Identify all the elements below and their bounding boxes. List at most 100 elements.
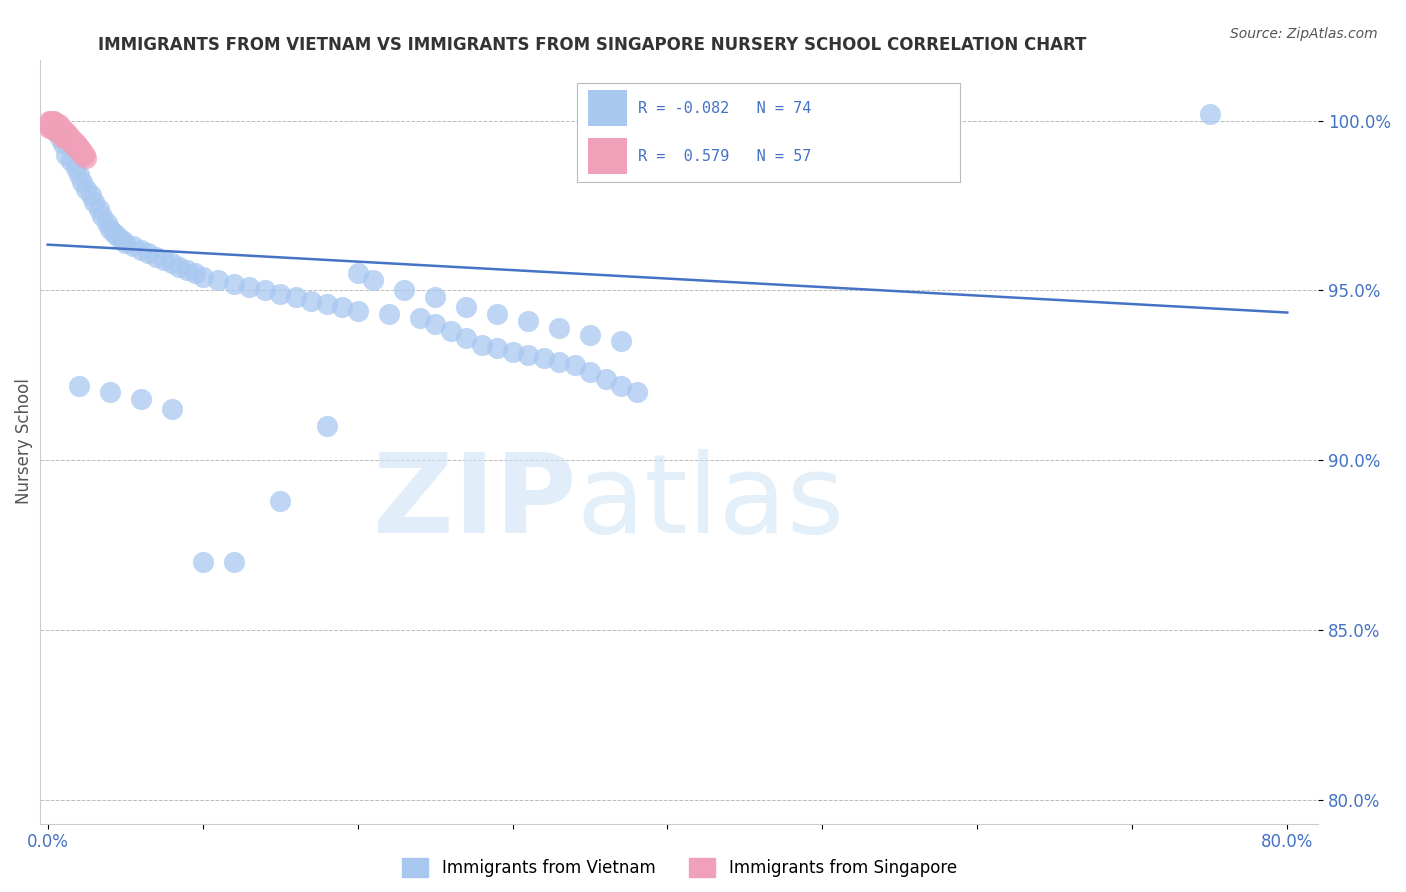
Point <box>176 263 198 277</box>
Point <box>377 307 399 321</box>
Point <box>346 303 368 318</box>
Point <box>87 202 110 216</box>
Point <box>53 128 76 142</box>
Point <box>52 137 75 152</box>
Point <box>160 402 183 417</box>
Point <box>55 147 77 161</box>
Point <box>46 117 69 131</box>
Point <box>222 555 245 569</box>
Point <box>55 130 77 145</box>
Point <box>346 267 368 281</box>
Point <box>207 273 229 287</box>
Point <box>65 137 87 152</box>
Point <box>564 358 586 372</box>
Point <box>42 113 65 128</box>
Point <box>49 120 72 135</box>
Point <box>517 348 540 362</box>
Point <box>38 120 60 135</box>
Point <box>107 229 129 244</box>
Text: ZIP: ZIP <box>374 450 576 557</box>
Point <box>129 243 152 257</box>
Point <box>48 124 70 138</box>
Point <box>129 392 152 406</box>
Point <box>69 145 91 159</box>
Point <box>55 128 77 142</box>
Point <box>361 273 384 287</box>
Point <box>90 209 112 223</box>
Point <box>42 117 65 131</box>
Point <box>269 286 291 301</box>
Point <box>58 130 80 145</box>
Point <box>439 324 461 338</box>
Point <box>330 301 353 315</box>
Point <box>56 128 79 142</box>
Point <box>315 297 337 311</box>
Point <box>75 151 97 165</box>
Point <box>75 181 97 195</box>
Point <box>49 124 72 138</box>
Point <box>52 124 75 138</box>
Point <box>98 222 121 236</box>
Point <box>96 216 118 230</box>
Point <box>184 267 207 281</box>
Point <box>153 252 176 267</box>
Point <box>111 233 134 247</box>
Point <box>67 168 90 182</box>
Point <box>51 124 73 138</box>
Point <box>114 235 136 250</box>
Point <box>49 128 72 142</box>
Point <box>610 334 633 349</box>
Point <box>80 188 103 202</box>
Point <box>610 378 633 392</box>
Point <box>67 378 90 392</box>
Point <box>38 117 60 131</box>
Point <box>58 134 80 148</box>
Point <box>595 372 617 386</box>
Point <box>62 134 84 148</box>
Point <box>66 141 89 155</box>
Point <box>548 355 571 369</box>
Point <box>52 128 75 142</box>
Point <box>39 117 62 131</box>
Point <box>502 344 524 359</box>
Point <box>83 195 105 210</box>
Point <box>41 113 63 128</box>
Point <box>48 120 70 135</box>
Point <box>160 256 183 270</box>
Point <box>392 284 415 298</box>
Point <box>122 239 145 253</box>
Point <box>284 290 307 304</box>
Point <box>66 137 89 152</box>
Point <box>65 161 87 176</box>
Text: Source: ZipAtlas.com: Source: ZipAtlas.com <box>1230 27 1378 41</box>
Point <box>1198 107 1220 121</box>
Point <box>59 134 82 148</box>
Point <box>44 120 66 135</box>
Point <box>579 327 602 342</box>
Point <box>533 351 555 366</box>
Point <box>48 117 70 131</box>
Point <box>56 130 79 145</box>
Point <box>423 290 446 304</box>
Point <box>579 365 602 379</box>
Text: atlas: atlas <box>576 450 845 557</box>
Point <box>51 128 73 142</box>
Point <box>39 113 62 128</box>
Point <box>269 494 291 508</box>
Point <box>169 260 191 274</box>
Point <box>470 338 492 352</box>
Point <box>191 269 214 284</box>
Point <box>454 301 477 315</box>
Point <box>70 145 93 159</box>
Point <box>238 280 260 294</box>
Point <box>145 250 167 264</box>
Point <box>67 141 90 155</box>
Point <box>486 307 509 321</box>
Point <box>44 124 66 138</box>
Point <box>70 175 93 189</box>
Point <box>59 130 82 145</box>
Point <box>62 137 84 152</box>
Point <box>517 314 540 328</box>
Point <box>38 113 60 128</box>
Point <box>44 117 66 131</box>
